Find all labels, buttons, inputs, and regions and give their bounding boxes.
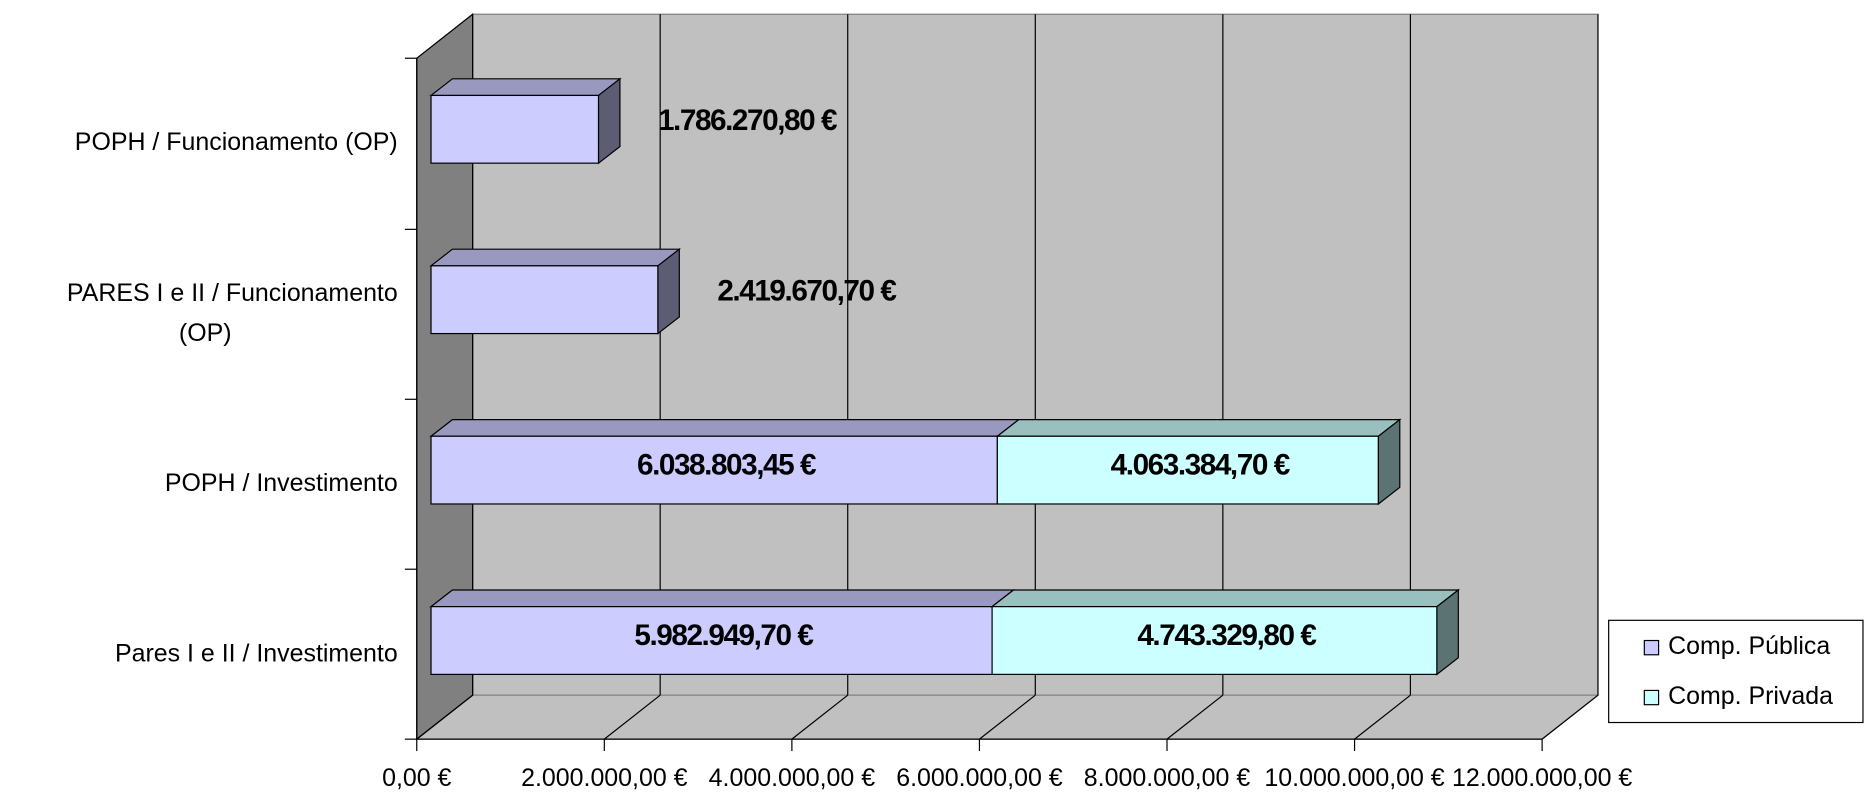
x-tick-label: 0,00 € bbox=[382, 764, 451, 792]
grid-line bbox=[603, 694, 661, 740]
legend bbox=[1608, 619, 1864, 724]
grid-line bbox=[979, 694, 1036, 740]
bar-side bbox=[1377, 418, 1401, 506]
value-label: 6.038.803,45 € bbox=[637, 448, 816, 481]
bar-side bbox=[657, 247, 680, 335]
y-tick-label: POPH / Investimento bbox=[165, 469, 398, 497]
grid-line bbox=[1354, 694, 1411, 740]
bar bbox=[996, 435, 1379, 505]
value-label: 1.786.270,80 € bbox=[658, 104, 837, 137]
bar bbox=[991, 606, 1438, 675]
value-label: 5.982.949,70 € bbox=[634, 619, 813, 652]
value-label: 4.743.329,80 € bbox=[1137, 619, 1316, 652]
bar-top bbox=[429, 589, 1016, 608]
grid-line bbox=[791, 694, 849, 740]
legend-swatch bbox=[1643, 639, 1660, 656]
bars bbox=[429, 77, 1461, 676]
grid-line bbox=[416, 694, 473, 740]
x-tick-label: 2.000.000,00 € bbox=[521, 764, 688, 792]
y-tick-label: PARES I e II / Funcionamento (OP) bbox=[67, 278, 398, 346]
y-tick-label: POPH / Funcionamento (OP) bbox=[75, 128, 398, 156]
x-tick-label: 12.000.000,00 € bbox=[1452, 764, 1632, 792]
legend-label: Comp. Privada bbox=[1668, 682, 1833, 710]
legend-label: Comp. Pública bbox=[1668, 632, 1830, 660]
x-tick-label: 8.000.000,00 € bbox=[1084, 764, 1251, 792]
value-label: 4.063.384,70 € bbox=[1111, 448, 1290, 481]
bar-top bbox=[429, 419, 1021, 437]
bar-side bbox=[1436, 588, 1459, 676]
bar-top bbox=[429, 248, 682, 267]
bar bbox=[430, 94, 600, 164]
bar bbox=[430, 435, 998, 505]
bar-side bbox=[597, 77, 621, 165]
x-tick-label: 6.000.000,00 € bbox=[896, 764, 1063, 792]
bar-top bbox=[429, 78, 622, 97]
grid-line bbox=[1166, 694, 1224, 740]
legend-swatch bbox=[1643, 689, 1660, 706]
bar bbox=[430, 606, 993, 675]
bar bbox=[430, 265, 659, 335]
x-tick-label: 4.000.000,00 € bbox=[709, 764, 876, 792]
x-tick-label: 10.000.000,00 € bbox=[1264, 764, 1444, 792]
grid-line bbox=[1541, 694, 1599, 740]
bar-top bbox=[990, 589, 1461, 608]
y-tick-label: Pares I e II / Investimento bbox=[115, 639, 398, 667]
bar-top bbox=[995, 419, 1402, 437]
value-label: 2.419.670,70 € bbox=[717, 274, 896, 307]
